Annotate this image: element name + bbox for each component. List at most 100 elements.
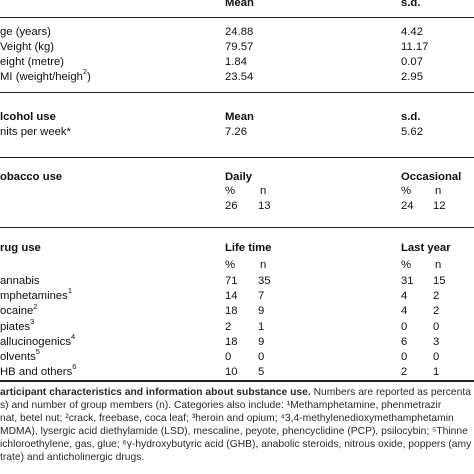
row-sd-age: 4.42 [401,26,423,38]
drug-row-lt-n: 0 [258,351,265,363]
caption-line: trate) and anticholinergic drugs. [0,452,145,464]
drug-footnote-marker: 5 [35,347,40,357]
alcohol-row-label: nits per week* [0,126,71,139]
drug-footnote-marker: 2 [33,301,38,311]
row-sd-bmi: 2.95 [401,71,423,83]
tobacco-occ-n: 12 [433,200,446,212]
drug-row-lt-n: 9 [258,305,265,318]
tobacco-label: obacco use [0,171,63,183]
caption-line: s) and number of group members (n). Cate… [0,400,442,412]
caption-line: nat, betel nut; ²crack, freebase, coca l… [0,413,454,425]
caption-line: articipant characteristics and informati… [0,386,474,399]
drug-row-ly-n: 0 [433,351,440,363]
drug-row-ly-n: 0 [433,320,440,333]
drug-name: allucinogenics [0,335,71,348]
drug-row-ly-n: 3 [433,335,440,348]
tobacco-occasional-label: Occasional [401,171,462,183]
drug-name: olvents [0,351,36,363]
drug-row-ly-n: 1 [433,366,440,379]
tobacco-daily-pct: 26 [225,200,238,212]
drug-row-ly-pct: 2 [401,366,408,379]
drug-lifetime-label: Life time [225,242,272,254]
drug-row-lt-pct: 10 [225,366,238,379]
alcohol-sd-label: s.d. [401,111,421,123]
drug-row-label: piates3 [0,318,34,334]
drug-footnote-marker: 3 [30,316,35,326]
bmi-label-text: MI (weight/heigh [0,71,83,83]
alcohol-row-text: nits per week* [0,126,71,138]
drug-row-lt-pct: 71 [225,275,238,287]
row-sd-weight: 11.17 [401,41,429,53]
tobacco-daily-n-head: n [260,185,267,197]
header-mean: Mean [225,0,254,9]
row-mean-height: 1.84 [225,56,247,68]
drug-row-lt-pct: 18 [225,335,238,348]
section-rule-3 [0,227,474,228]
drug-row-ly-pct: 6 [401,335,408,348]
drug-row-label: HB and others6 [0,363,76,379]
drug-label: rug use [0,242,41,254]
bmi-label-tail: ) [87,71,91,83]
alcohol-label: lcohol use [0,111,56,123]
bottom-rule [0,380,474,382]
header-sd: s.d. [401,0,421,9]
alcohol-mean-label: Mean [225,111,254,123]
caption-bold: articipant characteristics and informati… [0,387,311,398]
drug-name: annabis [0,275,40,287]
row-label-height: eight (metre) [0,56,65,68]
row-mean-bmi: 23.54 [225,71,254,83]
drug-name: HB and others [0,366,73,379]
row-label-weight: Veight (kg) [0,41,55,53]
drug-row-lt-n: 35 [258,275,271,287]
drug-row-label: annabis [0,275,40,288]
row-label-bmi: MI (weight/heigh2) [0,68,91,84]
header-rule [0,17,474,18]
alcohol-row-sd: 5.62 [401,126,423,138]
drug-row-ly-n: 15 [433,275,446,287]
tobacco-occ-pct-head: % [401,185,412,197]
drug-footnote-marker: 1 [67,286,72,296]
drug-row-lt-pct: 14 [225,290,238,303]
drug-row-ly-n: 2 [433,305,440,318]
drug-row-lt-n: 5 [258,366,265,379]
drug-row-label: ocaine2 [0,301,38,318]
drug-row-ly-pct: 31 [401,275,414,287]
drug-lt-n-head: n [260,259,267,271]
drug-lastyear-label: Last year [401,242,451,254]
drug-name: ocaine [0,305,34,318]
drug-ly-pct-head: % [401,259,412,271]
row-mean-age: 24.88 [225,26,254,38]
tobacco-occ-pct: 24 [401,200,414,212]
caption-text: Numbers are reported as percenta [310,387,471,398]
drug-row-lt-n: 1 [258,320,265,333]
drug-row-ly-pct: 4 [401,290,408,303]
row-sd-height: 0.07 [401,56,423,68]
caption-line: ichloroethylene, gas, glue; ⁶γ-hydroxybu… [0,439,472,451]
tobacco-daily-label: Daily [225,171,253,183]
drug-row-label: mphetamines1 [0,287,72,303]
drug-row-ly-n: 2 [433,290,440,303]
tobacco-occ-n-head: n [435,185,442,197]
drug-footnote-marker: 4 [70,332,76,342]
table-caption: articipant characteristics and informati… [0,386,474,465]
drug-ly-n-head: n [435,259,442,271]
drug-footnote-marker: 6 [72,362,77,372]
drug-row-ly-pct: 0 [401,351,408,363]
section-rule-2 [0,157,474,158]
drug-name: piates [0,320,31,333]
drug-row-ly-pct: 4 [401,305,408,318]
drug-row-lt-pct: 0 [225,351,232,363]
drug-row-lt-n: 7 [258,290,265,303]
row-label-age: ge (years) [0,26,51,38]
drug-row-lt-pct: 18 [225,305,238,318]
section-rule-1 [0,92,474,93]
drug-row-label: olvents5 [0,348,40,364]
tobacco-daily-n: 13 [258,200,271,212]
drug-row-lt-pct: 2 [225,320,232,333]
drug-row-label: allucinogenics4 [0,333,75,349]
bmi-label-sup: 2 [82,67,88,77]
drug-row-ly-pct: 0 [401,320,408,333]
caption-line: MDMA), lysergic acid diethylamide (LSD),… [0,426,468,438]
alcohol-row-mean: 7.26 [225,126,247,138]
drug-name: mphetamines [0,290,68,303]
